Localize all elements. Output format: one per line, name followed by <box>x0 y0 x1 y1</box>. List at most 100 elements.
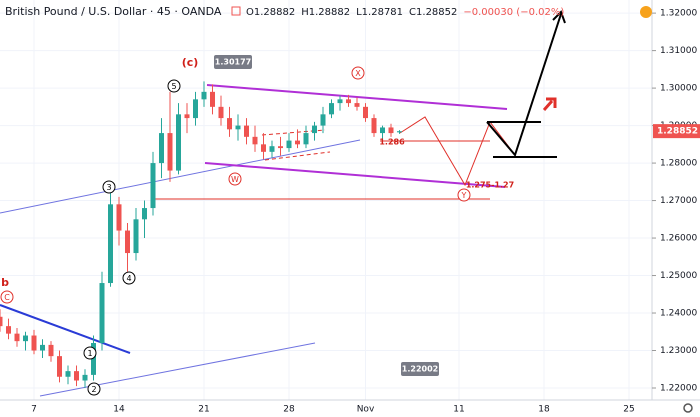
settings-icon[interactable] <box>683 403 693 413</box>
x-tick-label: 7 <box>31 405 37 415</box>
candle-body <box>99 283 105 344</box>
wave-label: 1.286 <box>379 138 405 147</box>
alert-icon[interactable] <box>640 6 652 18</box>
candle-body <box>235 125 241 130</box>
dashed-line <box>264 151 331 161</box>
wave-label: 4 <box>126 274 131 283</box>
wave-label: C <box>4 293 10 302</box>
candle-body <box>142 208 147 220</box>
price-tag <box>214 55 252 69</box>
y-tick-label: 1.32000 <box>660 9 697 19</box>
wave-label: 2 <box>91 385 96 394</box>
candle-body <box>295 140 300 145</box>
ohlc-value: C1.28852 <box>409 7 457 18</box>
candle-body <box>227 118 232 130</box>
wave-label: 5 <box>171 82 176 91</box>
candle-body <box>167 133 173 171</box>
candle-body <box>74 371 79 381</box>
ohlc-value: O1.28882 <box>246 7 295 18</box>
y-tick-label: 1.25000 <box>660 271 697 281</box>
arrow-head <box>552 10 566 24</box>
wave-label: 1.275-1.27 <box>466 181 514 190</box>
candle-body <box>0 316 3 327</box>
wave-circle <box>457 188 471 202</box>
drawings <box>0 10 566 397</box>
candle-body <box>184 114 190 119</box>
candle-body <box>269 146 275 152</box>
candle-body <box>261 144 266 152</box>
ohlc-value: L1.28781 <box>356 7 403 18</box>
candle-body <box>116 204 122 231</box>
projection-arrow <box>486 13 562 158</box>
candle-body <box>201 91 207 100</box>
y-tick-label: 1.28000 <box>660 159 697 169</box>
wave-circle <box>351 66 365 80</box>
candle-body <box>363 106 368 119</box>
y-tick-label: 1.27000 <box>660 196 697 206</box>
candle-body <box>252 136 258 145</box>
wave-circle <box>87 382 101 396</box>
trendline <box>0 304 131 354</box>
candle-body <box>82 374 88 381</box>
wave-label: 1 <box>87 349 92 358</box>
candle-body <box>388 127 394 134</box>
candles <box>0 81 402 389</box>
wave-circle <box>0 290 14 304</box>
candle-body <box>65 371 71 377</box>
wave-circle <box>83 346 97 360</box>
candle-body <box>48 344 54 357</box>
candle-body <box>133 219 139 254</box>
candle-body <box>40 344 45 351</box>
candle-body <box>218 106 224 119</box>
ohlc-value: H1.28882 <box>301 7 350 18</box>
candle-body <box>14 333 20 342</box>
wave-circle <box>102 180 116 194</box>
y-tick-label: 1.30000 <box>660 84 697 94</box>
candle-body <box>125 230 130 254</box>
wave-circle <box>122 271 136 285</box>
price-tag-label: 1.30177 <box>215 58 251 67</box>
candle-body <box>346 99 351 104</box>
channel-line <box>206 84 508 110</box>
wave-label: 3 <box>106 183 111 192</box>
y-tick-label: 1.22000 <box>660 384 697 394</box>
wave-circle <box>228 172 242 186</box>
status-icon <box>231 6 241 16</box>
x-tick-label: Nov <box>357 405 375 415</box>
price-tag <box>401 362 439 376</box>
x-tick-label: 28 <box>283 405 295 415</box>
candle-body <box>108 204 113 284</box>
y-tick-label: 1.24000 <box>660 309 697 319</box>
last-price-tag <box>653 124 700 139</box>
y-tick-label: 1.31000 <box>660 46 697 56</box>
x-tick-label: 18 <box>538 405 550 415</box>
candle-body <box>57 356 62 377</box>
price-tag-label: 1.22002 <box>402 365 438 374</box>
wave-label: X <box>355 69 361 78</box>
candle-body <box>303 133 309 145</box>
candle-body <box>278 146 283 149</box>
candle-body <box>6 326 11 334</box>
candle-body <box>312 125 317 134</box>
candle-body <box>176 114 181 171</box>
wave-label: Y <box>461 191 467 200</box>
candle-body <box>320 114 326 126</box>
y-tick-label: 1.23000 <box>660 346 697 356</box>
candle-body <box>286 140 292 149</box>
trendline <box>39 342 316 397</box>
x-tick-label: 25 <box>623 405 634 415</box>
candle-body <box>371 118 377 134</box>
wave-label: (c) <box>182 56 199 69</box>
last-price-label: 1.28852 <box>657 127 698 137</box>
y-tick-label: 1.26000 <box>660 234 697 244</box>
candle-body <box>150 163 156 209</box>
candle-body <box>397 131 402 133</box>
wave-label: W <box>231 175 239 184</box>
ohlc-header: O1.28882 H1.28882 L1.28781 C1.28852 −0.00030… <box>246 7 564 18</box>
candle-body <box>210 91 215 107</box>
trendline <box>0 139 361 214</box>
small-arrow <box>542 97 557 111</box>
channel-line <box>204 162 506 188</box>
